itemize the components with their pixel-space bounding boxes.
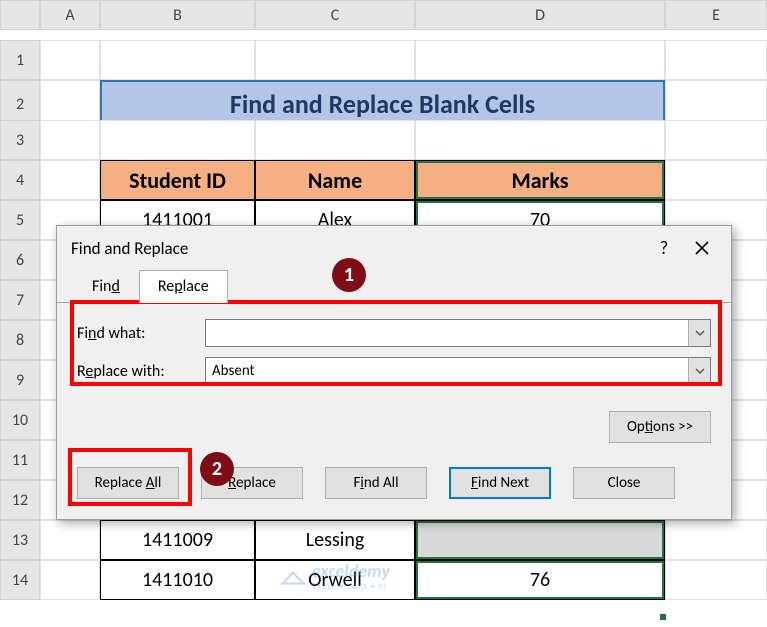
table-cell[interactable]: 76 xyxy=(415,560,665,600)
selection-handle-icon[interactable] xyxy=(658,612,668,622)
cell[interactable] xyxy=(255,120,415,160)
row-header[interactable]: 1 xyxy=(0,40,40,80)
row-header[interactable]: 3 xyxy=(0,120,40,160)
dialog-form: Find what: Replace with: xyxy=(57,303,731,405)
cell[interactable] xyxy=(665,120,767,160)
cell[interactable] xyxy=(665,160,767,200)
col-header-a[interactable]: A xyxy=(40,0,100,30)
close-button[interactable]: Close xyxy=(573,467,675,499)
replace-with-combo[interactable] xyxy=(205,357,711,385)
row-header[interactable]: 8 xyxy=(0,320,40,360)
cell[interactable] xyxy=(255,40,415,80)
cell[interactable] xyxy=(665,520,767,560)
row-header[interactable]: 11 xyxy=(0,440,40,480)
replace-label: Replace xyxy=(228,474,276,492)
cell[interactable] xyxy=(40,160,100,200)
row-header[interactable]: 4 xyxy=(0,160,40,200)
find-what-label: Find what: xyxy=(77,324,205,343)
tab-find-label: Find xyxy=(92,277,120,296)
col-header-c[interactable]: C xyxy=(255,0,415,30)
find-all-button[interactable]: Find All xyxy=(325,467,427,499)
cell[interactable] xyxy=(100,120,255,160)
dropdown-icon[interactable] xyxy=(688,320,710,346)
tab-replace[interactable]: Replace xyxy=(139,270,228,303)
table-header-name: Name xyxy=(255,160,415,200)
cell[interactable] xyxy=(40,120,100,160)
col-header-d[interactable]: D xyxy=(415,0,665,30)
find-replace-dialog: Find and Replace ? Find Replace Find wha… xyxy=(56,225,732,520)
row-header[interactable]: 6 xyxy=(0,240,40,280)
table-cell[interactable]: Orwell xyxy=(255,560,415,600)
close-icon[interactable] xyxy=(683,234,721,262)
row-header[interactable]: 10 xyxy=(0,400,40,440)
row-header[interactable]: 5 xyxy=(0,200,40,240)
row-header[interactable]: 13 xyxy=(0,520,40,560)
replace-with-input[interactable] xyxy=(206,358,688,384)
find-next-button[interactable]: Find Next xyxy=(449,467,551,499)
tab-replace-label: Replace xyxy=(158,277,209,296)
replace-with-label: Replace with: xyxy=(77,362,205,381)
dropdown-icon[interactable] xyxy=(688,358,710,384)
tab-find[interactable]: Find xyxy=(73,270,139,303)
find-all-label: Find All xyxy=(353,474,398,492)
col-header-b[interactable]: B xyxy=(100,0,255,30)
replace-all-button[interactable]: Replace All xyxy=(77,467,179,499)
help-button[interactable]: ? xyxy=(645,234,683,262)
table-header-id: Student ID xyxy=(100,160,255,200)
row-header[interactable]: 9 xyxy=(0,360,40,400)
table-cell[interactable]: 1411009 xyxy=(100,520,255,560)
find-next-label: Find Next xyxy=(471,474,529,492)
row-header[interactable]: 7 xyxy=(0,280,40,320)
cell[interactable] xyxy=(415,120,665,160)
col-header-e[interactable]: E xyxy=(665,0,767,30)
replace-button[interactable]: Replace xyxy=(201,467,303,499)
find-what-input[interactable] xyxy=(206,320,688,346)
row-header[interactable]: 14 xyxy=(0,560,40,600)
table-cell[interactable] xyxy=(415,520,665,560)
table-cell[interactable]: 1411010 xyxy=(100,560,255,600)
table-cell[interactable]: Lessing xyxy=(255,520,415,560)
replace-all-label: Replace All xyxy=(95,474,162,492)
dialog-titlebar[interactable]: Find and Replace ? xyxy=(57,226,731,270)
cell[interactable] xyxy=(40,560,100,600)
cell[interactable] xyxy=(40,40,100,80)
row-header[interactable]: 12 xyxy=(0,480,40,520)
find-what-combo[interactable] xyxy=(205,319,711,347)
cell[interactable] xyxy=(40,520,100,560)
cell[interactable] xyxy=(415,40,665,80)
dialog-title: Find and Replace xyxy=(71,238,645,259)
select-all-corner[interactable] xyxy=(0,0,40,30)
cell[interactable] xyxy=(100,40,255,80)
cell[interactable] xyxy=(665,560,767,600)
table-header-marks: Marks xyxy=(415,160,665,200)
cell[interactable] xyxy=(665,40,767,80)
options-label: Options >> xyxy=(627,418,693,436)
options-button[interactable]: Options >> xyxy=(609,411,711,443)
dialog-tabs: Find Replace xyxy=(73,270,731,303)
dialog-button-row: Replace All Replace Find All Find Next C… xyxy=(57,445,731,511)
